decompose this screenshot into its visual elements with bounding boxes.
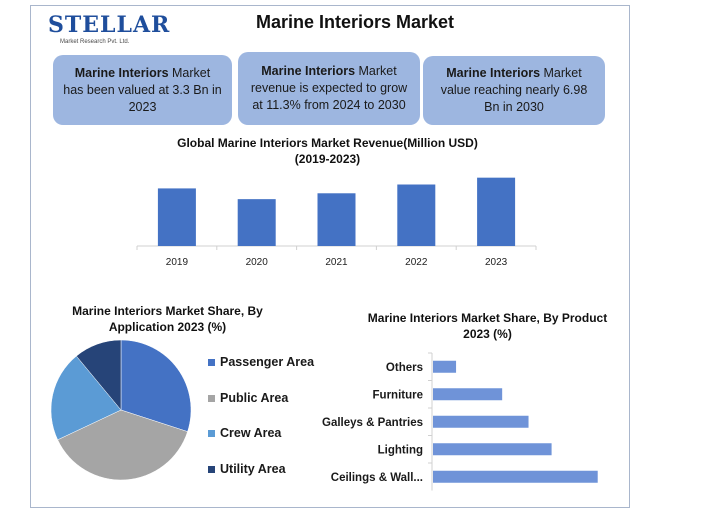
product-bar — [433, 470, 598, 483]
x-tick-label: 2023 — [485, 257, 508, 268]
x-tick-label: 2021 — [325, 257, 348, 268]
logo-wordmark: STELLAR — [48, 12, 171, 38]
revenue-bar — [397, 184, 436, 246]
y-tick-label: Lighting — [378, 444, 423, 456]
legend-label: Utility Area — [220, 461, 286, 476]
y-tick-label: Ceilings & Wall... — [331, 472, 423, 484]
product-bar — [433, 388, 503, 401]
infographic-frame — [30, 5, 630, 508]
info-box-bold: Marine Interiors — [446, 66, 541, 80]
product-chart-title: Marine Interiors Market Share, By Produc… — [367, 311, 608, 341]
x-tick-label: 2022 — [405, 257, 428, 268]
application-chart-title: Marine Interiors Market Share, By Applic… — [72, 304, 263, 334]
info-box-valuation: Marine Interiors Market has been valued … — [53, 55, 232, 125]
revenue-chart-title: Global Marine Interiors Market Revenue(M… — [177, 136, 478, 150]
legend-label: Crew Area — [220, 426, 282, 440]
y-tick-label: Galleys & Pantries — [322, 417, 423, 429]
company-logo: STELLAR Market Research Pvt. Ltd. — [40, 10, 169, 50]
info-box-text: Market revenue is expected to grow at 11… — [250, 64, 408, 112]
pie-slice — [57, 409, 188, 481]
pie-slice — [50, 355, 122, 441]
revenue-bar — [237, 199, 276, 246]
info-box-text: Market has been valued at 3.3 Bn in 2023 — [63, 65, 222, 114]
product-bar — [433, 443, 552, 456]
logo-subtext: Market Research Pvt. Ltd. — [60, 39, 130, 45]
info-box-bold: Marine Interiors — [74, 65, 169, 80]
legend-swatch — [208, 394, 215, 402]
pie-slice — [120, 339, 192, 432]
revenue-bar — [477, 177, 516, 246]
x-tick-label: 2019 — [166, 257, 189, 268]
info-box-forecast: Marine Interiors Market value reaching n… — [423, 56, 605, 125]
page-title: Marine Interiors Market — [255, 12, 455, 32]
revenue-bar — [157, 188, 196, 246]
legend-label: Passenger Area — [220, 355, 315, 369]
info-box-text: Market value reaching nearly 6.98 Bn in … — [440, 66, 588, 114]
pie-slice — [76, 339, 122, 411]
legend-label: Public Area — [220, 390, 289, 405]
revenue-bar — [317, 193, 356, 246]
revenue-chart-subtitle: (2019-2023) — [294, 152, 361, 166]
x-tick-label: 2020 — [246, 257, 269, 268]
product-bar — [433, 415, 529, 428]
product-bar — [433, 360, 457, 373]
y-tick-label: Others — [386, 362, 423, 374]
legend-swatch — [208, 465, 215, 473]
y-tick-label: Furniture — [373, 389, 423, 401]
info-box-bold: Marine Interiors — [261, 64, 356, 78]
info-box-growth: Marine Interiors Market revenue is expec… — [238, 52, 420, 125]
legend-swatch — [208, 430, 215, 437]
legend-swatch — [208, 359, 215, 366]
